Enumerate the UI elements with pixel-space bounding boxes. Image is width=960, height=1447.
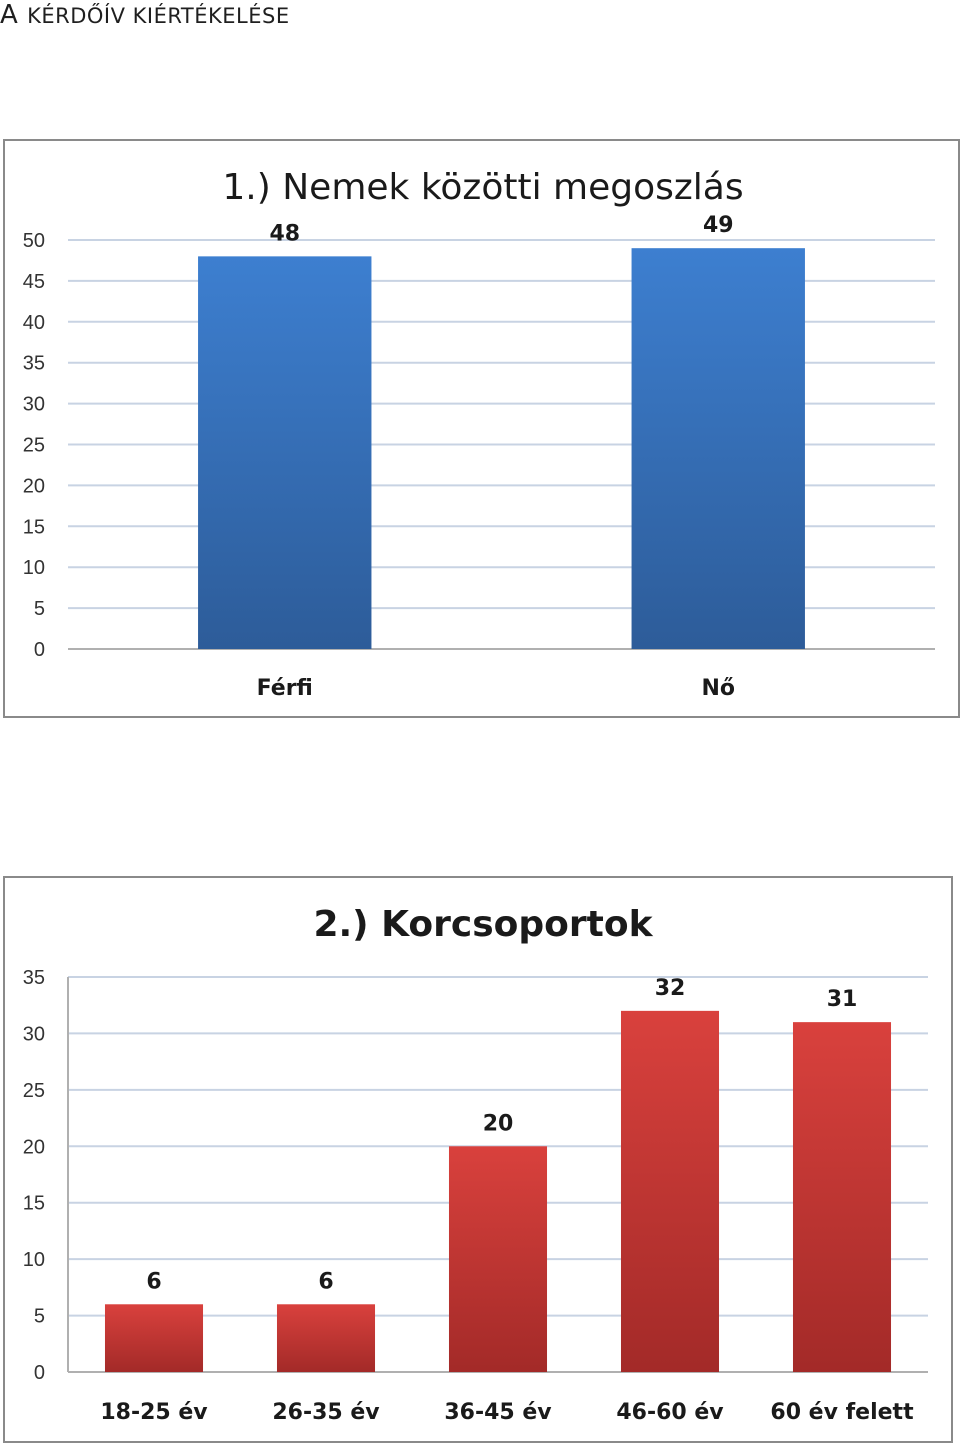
age-group-chart-data-label: 20: [483, 1111, 514, 1136]
gender-chart-category-label: Nő: [701, 676, 735, 701]
page-heading-initial: A: [0, 0, 19, 30]
gender-chart: 1.) Nemek közötti megoszlás 0 5 10 15 20 25 30 3…: [3, 139, 960, 718]
gender-chart-y-tick-label: 0: [34, 639, 45, 661]
age-group-chart-bar: [620, 1010, 720, 1372]
age-group-chart-y-tick-label: 10: [23, 1249, 45, 1271]
gender-chart-y-tick-label: 50: [23, 230, 45, 252]
age-group-chart-svg: 2.) Korcsoportok 0 5 10 15 20 25 30 35 6 18-25 év 6…: [23, 904, 928, 1425]
age-group-chart-category-label: 36-45 év: [444, 1400, 552, 1425]
gender-chart-y-tick-label: 15: [23, 516, 45, 538]
gender-chart-data-label: 49: [703, 213, 734, 238]
age-group-chart-category-label: 46-60 év: [616, 1400, 724, 1425]
age-group-chart-bar: [792, 1022, 892, 1372]
gender-chart-y-tick-label: 40: [23, 312, 45, 334]
age-group-chart-y-tick-label: 35: [23, 967, 45, 989]
page-heading-rest: KÉRDŐÍV KIÉRTÉKELÉSE: [27, 4, 290, 28]
age-group-chart: 2.) Korcsoportok 0 5 10 15 20 25 30 35 6 18-25 év 6…: [3, 876, 953, 1443]
age-group-chart-data-label: 6: [146, 1269, 161, 1294]
age-group-chart-category-label: 26-35 év: [272, 1400, 380, 1425]
age-group-chart-bar: [104, 1304, 204, 1372]
gender-chart-y-tick-label: 20: [23, 475, 45, 497]
age-group-chart-bar: [276, 1304, 376, 1372]
gender-chart-y-tick-label: 35: [23, 353, 45, 375]
age-group-chart-y-tick-label: 25: [23, 1080, 45, 1102]
age-group-chart-category-label: 18-25 év: [100, 1400, 208, 1425]
gender-chart-y-tick-label: 25: [23, 435, 45, 457]
age-group-chart-y-tick-label: 30: [23, 1023, 45, 1045]
age-group-chart-data-label: 32: [655, 976, 686, 1001]
age-group-chart-y-tick-label: 5: [34, 1306, 45, 1328]
age-group-chart-data-label: 6: [318, 1269, 333, 1294]
age-group-chart-category-label: 60 év felett: [770, 1400, 914, 1425]
age-group-chart-y-tick-label: 15: [23, 1193, 45, 1215]
age-group-chart-title: 2.) Korcsoportok: [313, 904, 653, 945]
gender-chart-data-label: 48: [269, 221, 300, 246]
gender-chart-y-tick-label: 30: [23, 394, 45, 416]
age-group-chart-data-label: 31: [827, 987, 858, 1012]
page-heading: A KÉRDŐÍV KIÉRTÉKELÉSE: [0, 0, 290, 30]
age-group-chart-bar: [448, 1146, 548, 1372]
gender-chart-bar: [631, 248, 805, 649]
gender-chart-title: 1.) Nemek közötti megoszlás: [222, 167, 743, 208]
age-group-chart-y-tick-label: 20: [23, 1136, 45, 1158]
age-group-chart-y-tick-label: 0: [34, 1362, 45, 1384]
gender-chart-y-tick-label: 5: [34, 598, 45, 620]
gender-chart-y-tick-label: 45: [23, 271, 45, 293]
gender-chart-category-label: Férfi: [257, 676, 313, 701]
gender-chart-svg: 1.) Nemek közötti megoszlás 0 5 10 15 20 25 30 3…: [23, 167, 935, 701]
gender-chart-bar: [198, 256, 372, 649]
gender-chart-y-tick-label: 10: [23, 557, 45, 579]
